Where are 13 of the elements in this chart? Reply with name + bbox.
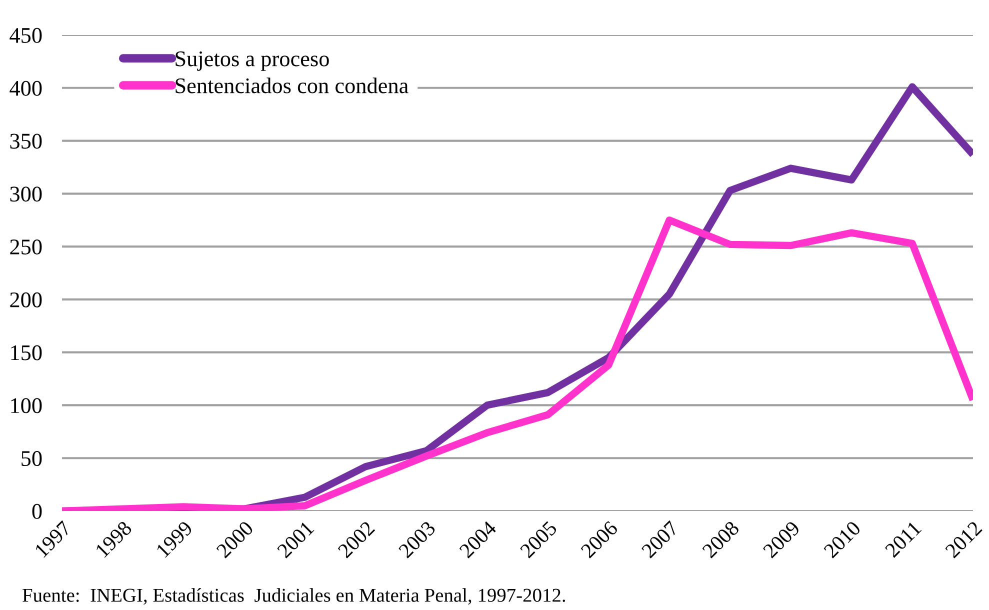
legend-label: Sujetos a proceso	[176, 51, 329, 71]
y-tick-label: 150	[11, 345, 42, 360]
y-tick-label: 350	[10, 134, 42, 149]
y-tick-label: 300	[10, 186, 42, 202]
y-tick-label: 50	[22, 451, 42, 466]
y-tick-label: 450	[10, 28, 42, 43]
y-tick-label: 400	[10, 80, 42, 96]
y-tick-label: 100	[11, 398, 42, 414]
y-tick-label: 250	[10, 239, 42, 254]
legend-label: Sentenciados con condena	[176, 78, 408, 94]
source-note: Fuente: INEGI, Estadísticas Judiciales en Materia Penal, 1997-2012.	[22, 588, 566, 605]
y-tick-label: 200	[10, 292, 42, 308]
y-tick-label: 0	[32, 504, 42, 519]
